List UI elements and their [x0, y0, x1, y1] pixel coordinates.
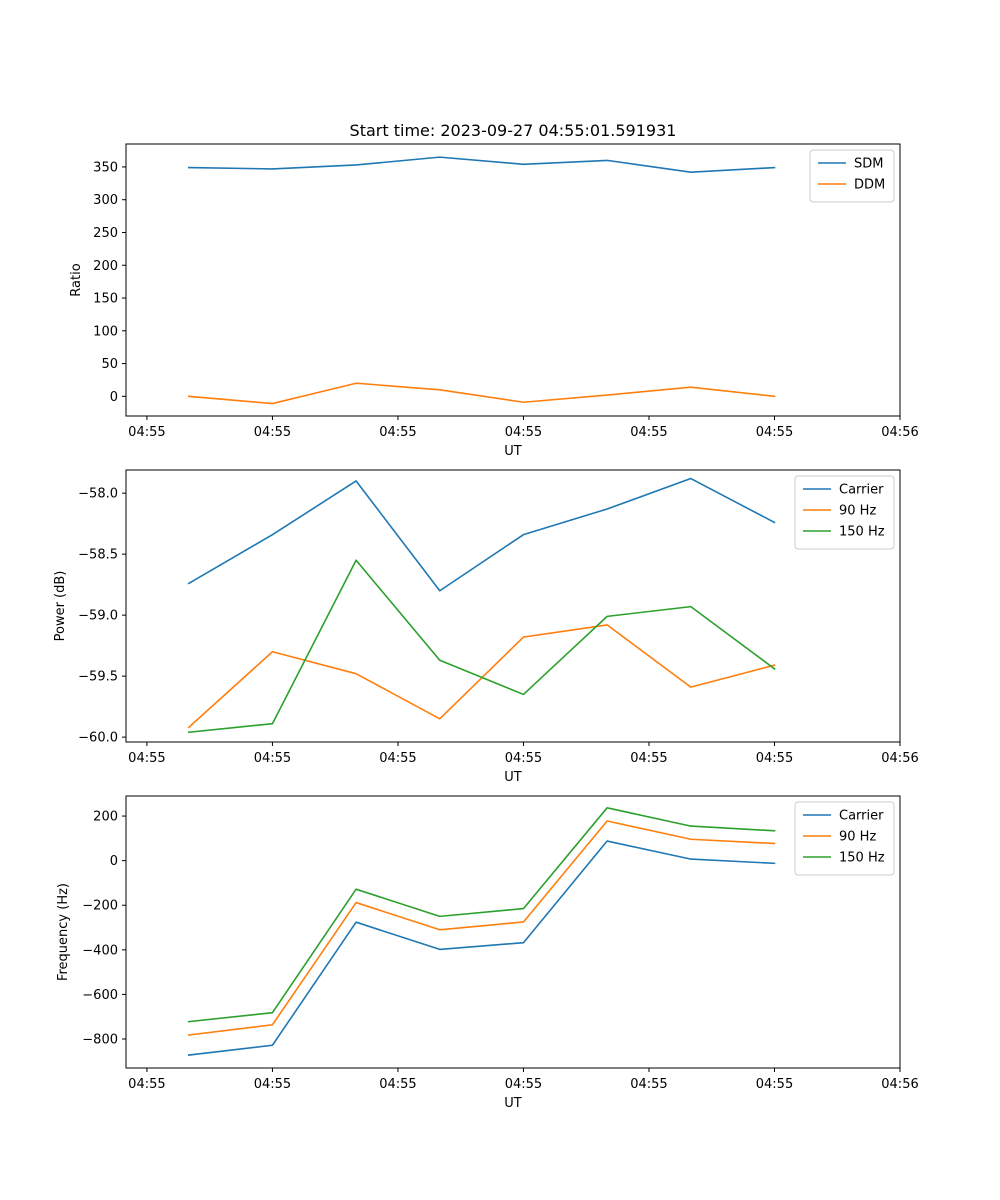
y-tick-label: −800 — [82, 1033, 118, 1048]
y-tick-label: 0 — [110, 854, 118, 869]
y-tick-label: −400 — [82, 943, 118, 958]
legend-label: 150 Hz — [839, 851, 885, 866]
x-tick-label: 04:55 — [630, 751, 667, 766]
x-axis-label: UT — [504, 444, 522, 459]
legend-label: 90 Hz — [839, 504, 876, 519]
y-tick-label: 100 — [93, 324, 118, 339]
x-tick-label: 04:55 — [254, 1077, 291, 1092]
legend-label: Carrier — [839, 809, 884, 824]
x-tick-label: 04:55 — [379, 425, 416, 440]
x-tick-label: 04:55 — [128, 751, 165, 766]
x-tick-label: 04:55 — [630, 425, 667, 440]
y-tick-label: 50 — [101, 357, 118, 372]
panel-2: 04:55 04:55 04:55 04:55 04:55 04:55 04:56 −60.0… — [53, 469, 919, 785]
y-tick-label: −200 — [82, 899, 118, 914]
panel-1: 04:55 04:55 04:55 04:55 04:55 04:55 04:56 0 50 10… — [69, 143, 919, 459]
series-line-ddm — [187, 382, 776, 405]
x-tick-label: 04:55 — [379, 1077, 416, 1092]
panel-3: 04:55 04:55 04:55 04:55 04:55 04:55 04:56 −800 −… — [56, 795, 919, 1111]
axes-frame — [125, 795, 901, 1069]
x-tick-label: 04:55 — [756, 1077, 793, 1092]
x-tick-label: 04:56 — [881, 425, 918, 440]
x-tick-label: 04:55 — [254, 751, 291, 766]
y-tick-label: 150 — [93, 292, 118, 307]
legend-label: Carrier — [839, 483, 884, 498]
x-tick-label: 04:55 — [630, 1077, 667, 1092]
y-tick-label: −58.5 — [78, 548, 118, 563]
x-tick-label: 04:55 — [505, 425, 542, 440]
legend: SDM DDM — [809, 149, 895, 203]
series-line-90-hz — [187, 820, 776, 1036]
series-line-150-hz — [187, 807, 776, 1023]
x-tick-label: 04:56 — [881, 1077, 918, 1092]
y-tick-label: 300 — [93, 193, 118, 208]
x-tick-label: 04:56 — [881, 751, 918, 766]
x-tick-label: 04:55 — [756, 425, 793, 440]
x-tick-label: 04:55 — [505, 751, 542, 766]
x-tick-label: 04:55 — [379, 751, 416, 766]
y-axis-label: Power (dB) — [53, 571, 68, 642]
series-line-carrier — [187, 477, 776, 592]
y-axis-label: Ratio — [69, 263, 84, 296]
x-axis-label: UT — [504, 1096, 522, 1111]
x-tick-label: 04:55 — [505, 1077, 542, 1092]
x-tick-label: 04:55 — [254, 425, 291, 440]
legend-label: 150 Hz — [839, 525, 885, 540]
legend-label: 90 Hz — [839, 830, 876, 845]
x-tick-label: 04:55 — [128, 1077, 165, 1092]
y-tick-label: 200 — [93, 259, 118, 274]
y-tick-label: −59.0 — [78, 609, 118, 624]
x-tick-label: 04:55 — [128, 425, 165, 440]
series-line-carrier — [187, 840, 776, 1056]
legend: Carrier 90 Hz 150 Hz — [794, 475, 895, 550]
y-tick-label: −60.0 — [78, 731, 118, 746]
y-tick-label: 250 — [93, 226, 118, 241]
y-tick-label: 0 — [110, 390, 118, 405]
x-tick-label: 04:55 — [756, 751, 793, 766]
y-tick-label: 350 — [93, 160, 118, 175]
y-tick-label: −600 — [82, 988, 118, 1003]
y-axis-label: Frequency (Hz) — [56, 883, 71, 981]
axes-frame — [125, 143, 901, 417]
series-line-sdm — [187, 156, 776, 173]
legend-label: SDM — [854, 157, 883, 172]
y-tick-label: 200 — [93, 810, 118, 825]
plots-container: 04:55 04:55 04:55 04:55 04:55 04:55 04:56 0 50 10… — [53, 143, 919, 1111]
x-axis-label: UT — [504, 770, 522, 785]
legend: Carrier 90 Hz 150 Hz — [794, 801, 895, 876]
figure-title: Start time: 2023-09-27 04:55:01.591931 — [350, 121, 677, 140]
axes-frame — [125, 469, 901, 743]
y-tick-label: −59.5 — [78, 670, 118, 685]
series-line-150-hz — [187, 559, 776, 734]
legend-label: DDM — [854, 178, 885, 193]
y-tick-label: −58.0 — [78, 487, 118, 502]
